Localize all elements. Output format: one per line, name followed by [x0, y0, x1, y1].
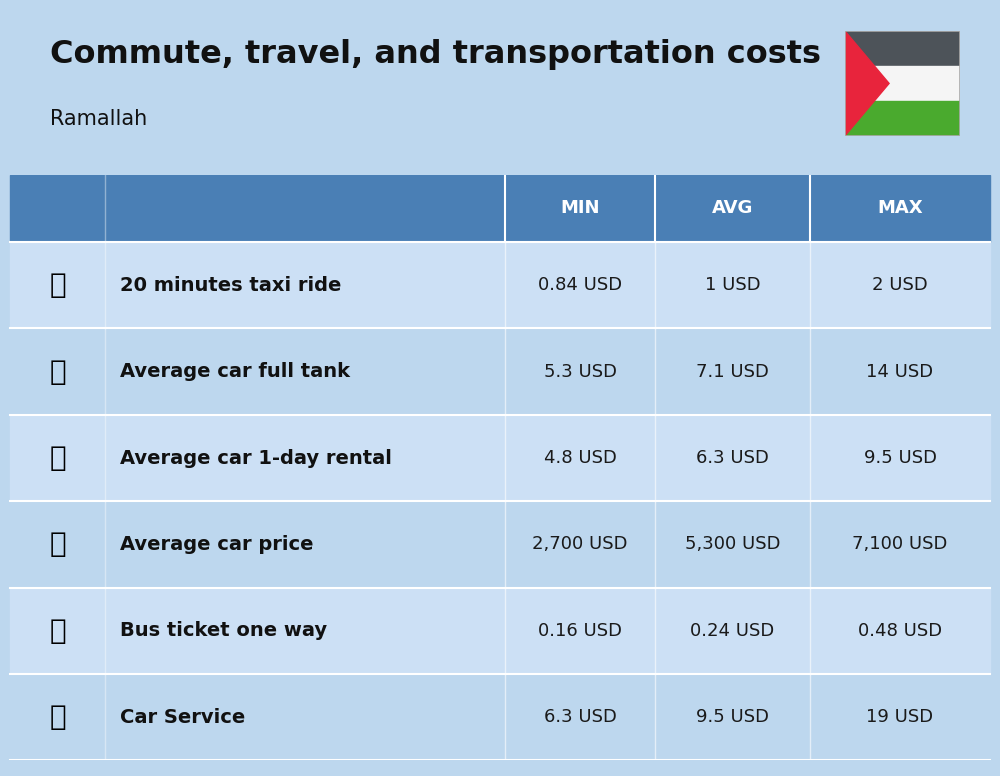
Bar [10, 587, 990, 674]
Bar [10, 501, 990, 587]
Text: Bus ticket one way: Bus ticket one way [120, 622, 327, 640]
Text: 0.24 USD: 0.24 USD [690, 622, 775, 640]
Bar [10, 328, 990, 415]
Text: 9.5 USD: 9.5 USD [864, 449, 936, 467]
Text: 1 USD: 1 USD [705, 276, 760, 294]
Text: 6.3 USD: 6.3 USD [544, 708, 616, 726]
Text: 7.1 USD: 7.1 USD [696, 362, 769, 380]
Text: Car Service: Car Service [120, 708, 245, 727]
Text: 2 USD: 2 USD [872, 276, 928, 294]
Bar [845, 31, 960, 66]
Polygon shape [845, 31, 889, 136]
Text: Commute, travel, and transportation costs: Commute, travel, and transportation cost… [50, 39, 821, 70]
Text: Average car price: Average car price [120, 535, 314, 554]
Text: 0.48 USD: 0.48 USD [858, 622, 942, 640]
Bar [655, 175, 810, 242]
Text: 7,100 USD: 7,100 USD [852, 535, 948, 553]
Text: 0.16 USD: 0.16 USD [538, 622, 622, 640]
Text: Average car 1-day rental: Average car 1-day rental [120, 449, 392, 467]
Bar [10, 674, 990, 760]
Text: 2,700 USD: 2,700 USD [532, 535, 628, 553]
Text: MIN: MIN [560, 199, 600, 217]
Text: 5,300 USD: 5,300 USD [685, 535, 780, 553]
Bar [845, 101, 960, 136]
Text: 🚖: 🚖 [49, 271, 66, 300]
Text: 🚙: 🚙 [49, 444, 66, 472]
Text: Ramallah: Ramallah [50, 109, 147, 129]
Text: 5.3 USD: 5.3 USD [544, 362, 617, 380]
Text: 🚗: 🚗 [49, 703, 66, 731]
Text: 6.3 USD: 6.3 USD [696, 449, 769, 467]
Text: 🚌: 🚌 [49, 617, 66, 645]
Bar [505, 175, 655, 242]
Text: MAX: MAX [877, 199, 923, 217]
Text: AVG: AVG [712, 199, 753, 217]
Text: 🚗: 🚗 [49, 531, 66, 559]
Text: 4.8 USD: 4.8 USD [544, 449, 616, 467]
Bar [10, 415, 990, 501]
Text: Average car full tank: Average car full tank [120, 362, 350, 381]
Text: 19 USD: 19 USD [866, 708, 934, 726]
Bar [10, 242, 990, 328]
Text: 20 minutes taxi ride: 20 minutes taxi ride [120, 275, 341, 295]
Text: 14 USD: 14 USD [866, 362, 934, 380]
Text: 9.5 USD: 9.5 USD [696, 708, 769, 726]
Text: 0.84 USD: 0.84 USD [538, 276, 622, 294]
Text: ⛽: ⛽ [49, 358, 66, 386]
Bar [810, 175, 990, 242]
Bar [845, 66, 960, 101]
Bar [10, 175, 505, 242]
